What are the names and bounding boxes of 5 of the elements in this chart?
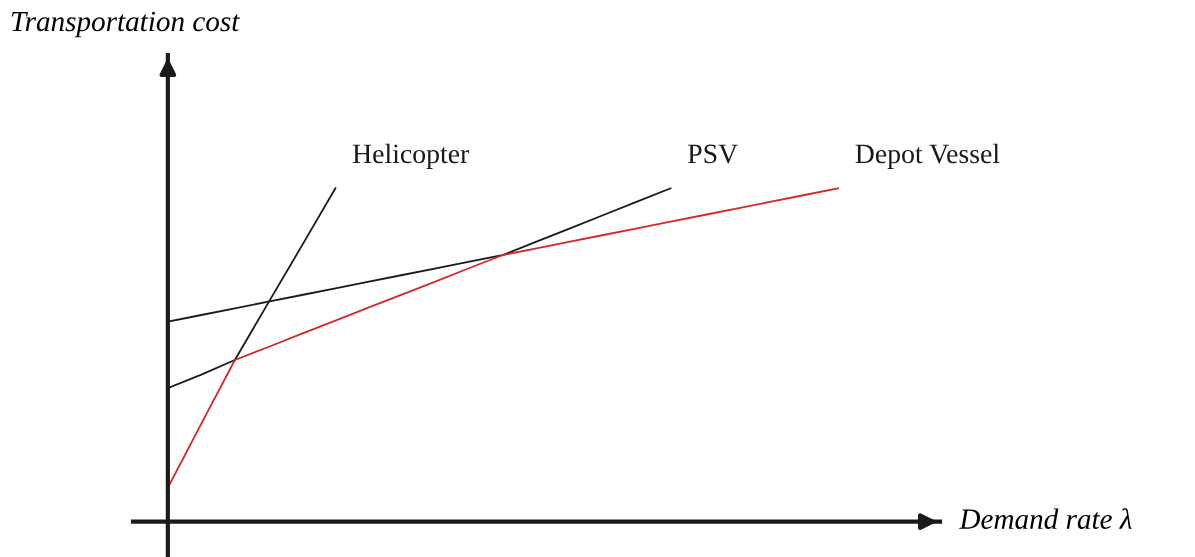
series-label: Depot Vessel	[855, 143, 1000, 169]
x-axis-title: Demand rate λ	[959, 508, 1132, 529]
text: Transportation cost	[11, 11, 240, 38]
series-label: Helicopter	[352, 143, 470, 169]
series-label: PSV	[688, 144, 738, 164]
